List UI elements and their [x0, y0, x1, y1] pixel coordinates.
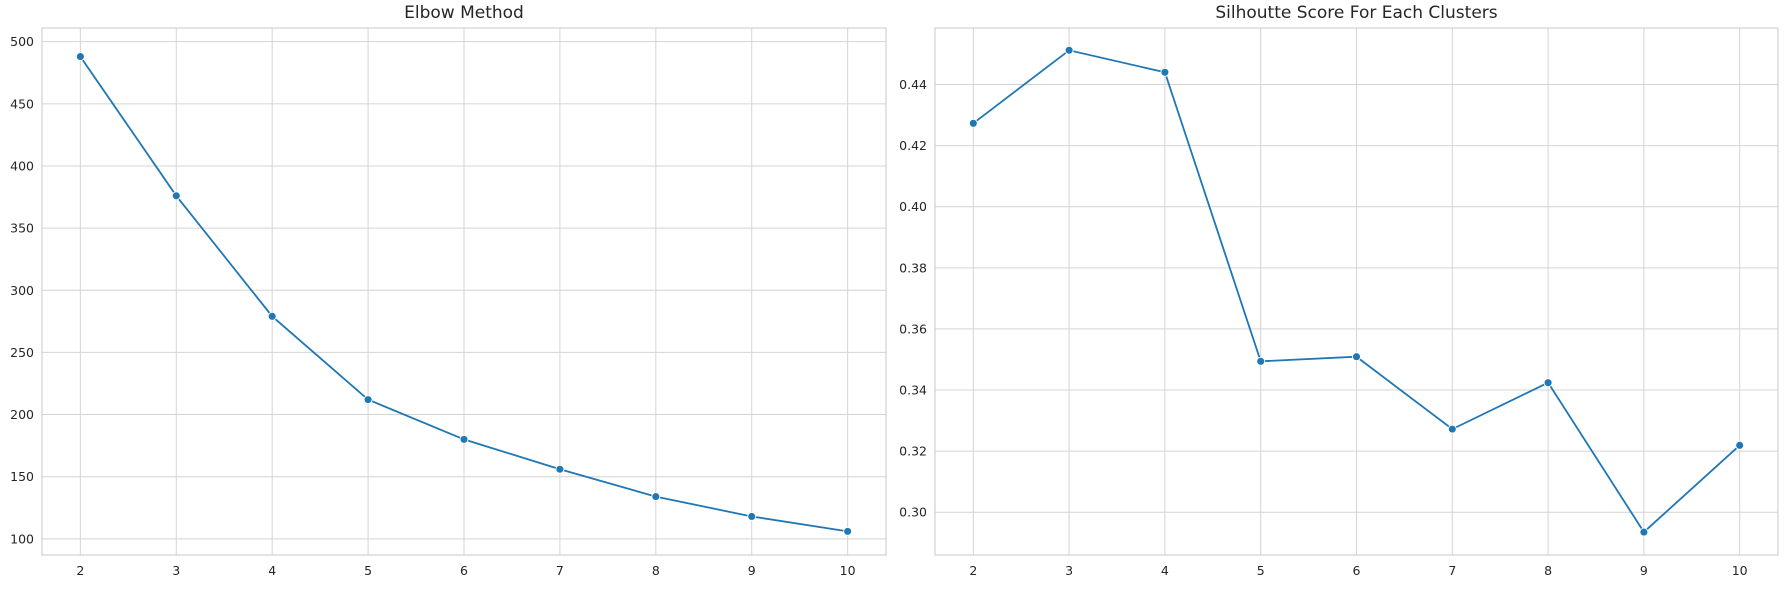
data-point: [1543, 378, 1553, 388]
data-point: [747, 512, 757, 521]
x-tick-label: 8: [652, 563, 660, 578]
data-point: [1256, 356, 1266, 366]
x-tick-label: 4: [268, 563, 276, 578]
x-tick-label: 9: [748, 563, 756, 578]
grid: [935, 28, 1778, 555]
y-tick-label: 150: [10, 469, 34, 484]
data-point: [171, 191, 181, 201]
y-tick-label: 0.38: [899, 260, 927, 275]
x-tick-label: 3: [172, 563, 180, 578]
y-tick-label: 450: [10, 96, 34, 111]
data-point: [555, 464, 565, 474]
y-tick-label: 250: [10, 345, 34, 360]
x-tick-label: 6: [460, 563, 468, 578]
x-tick-label: 7: [556, 563, 564, 578]
data-point: [651, 492, 661, 502]
data-point: [459, 434, 469, 444]
y-tick-label: 0.42: [899, 138, 927, 153]
y-tick-label: 100: [10, 531, 34, 546]
silhouette-score-chart: Silhoutte Score For Each Clusters 2 3 4 5 6 7 8…: [899, 3, 1779, 578]
data-point: [363, 395, 373, 405]
x-tick-label: 8: [1544, 563, 1552, 578]
x-tick-label: 10: [840, 563, 856, 578]
x-tick-label: 5: [364, 563, 372, 578]
data-point: [1160, 67, 1170, 77]
y-tick-label: 300: [10, 283, 34, 298]
y-tick-label: 350: [10, 221, 34, 236]
y-tick-label: 0.40: [899, 199, 927, 214]
y-tick-label: 0.34: [899, 383, 927, 398]
grid: [42, 28, 886, 555]
data-point: [1447, 424, 1457, 434]
x-tick-label: 10: [1732, 563, 1748, 578]
x-tick-label: 7: [1448, 563, 1456, 578]
y-tick-label: 400: [10, 158, 34, 173]
y-tick-label: 0.32: [899, 444, 927, 459]
data-point: [1639, 527, 1649, 537]
axes-frame: [41, 27, 887, 556]
chart-title: Silhoutte Score For Each Clusters: [1215, 3, 1497, 23]
y-tick-label: 200: [10, 407, 34, 422]
axes-frame: [934, 27, 1779, 556]
data-point: [75, 52, 85, 62]
data-point: [843, 526, 853, 536]
x-tick-label: 2: [76, 563, 84, 578]
data-point: [1735, 440, 1745, 450]
elbow-method-chart: Elbow Method 2 3 4 5 6 7 8 9 10 100 150 200 250 300 350…: [10, 3, 887, 578]
x-tick-label: 3: [1065, 563, 1073, 578]
y-tick-label: 0.30: [899, 505, 927, 520]
x-tick-label: 9: [1640, 563, 1648, 578]
data-point: [968, 118, 978, 128]
data-point: [1352, 352, 1361, 362]
x-tick-label: 6: [1353, 563, 1361, 578]
x-tick-label: 2: [969, 563, 977, 578]
x-tick-label: 5: [1257, 563, 1265, 578]
y-tick-label: 0.44: [899, 77, 927, 92]
y-tick-label: 0.36: [899, 321, 927, 336]
data-point: [267, 311, 277, 321]
data-point: [1064, 45, 1074, 55]
x-tick-label: 4: [1161, 563, 1169, 578]
chart-title: Elbow Method: [404, 3, 524, 23]
y-tick-label: 500: [10, 34, 34, 49]
